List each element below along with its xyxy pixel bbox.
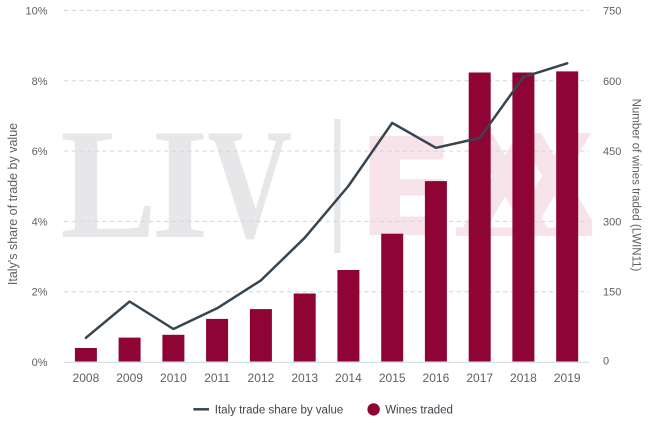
svg-text:2018: 2018 [510, 371, 537, 385]
svg-text:2019: 2019 [554, 371, 581, 385]
svg-text:6%: 6% [32, 146, 48, 158]
svg-text:Italy's share of trade by valu: Italy's share of trade by value [6, 123, 20, 285]
svg-text:600: 600 [603, 76, 621, 88]
svg-text:8%: 8% [32, 76, 48, 88]
svg-text:Italy trade share by value: Italy trade share by value [215, 404, 343, 416]
svg-text:2016: 2016 [423, 371, 450, 385]
svg-text:2010: 2010 [160, 371, 187, 385]
svg-text:V: V [207, 98, 292, 273]
svg-text:4%: 4% [32, 216, 48, 228]
svg-text:Number of wines traded (LWIN11: Number of wines traded (LWIN11) [630, 99, 642, 272]
svg-text:450: 450 [603, 146, 621, 158]
svg-text:2011: 2011 [204, 371, 230, 385]
svg-text:300: 300 [603, 216, 621, 228]
svg-text:750: 750 [603, 6, 621, 18]
svg-text:0: 0 [603, 356, 609, 368]
svg-text:2%: 2% [32, 287, 48, 299]
svg-text:150: 150 [603, 287, 621, 299]
svg-text:2014: 2014 [335, 371, 362, 385]
svg-text:2015: 2015 [379, 371, 406, 385]
svg-text:Wines traded: Wines traded [385, 404, 453, 416]
svg-text:2012: 2012 [248, 371, 275, 385]
svg-text:I: I [152, 96, 209, 271]
svg-text:L: L [60, 96, 157, 271]
svg-text:10%: 10% [25, 6, 47, 18]
svg-text:0%: 0% [32, 357, 48, 369]
svg-text:2008: 2008 [73, 371, 100, 385]
svg-text:2013: 2013 [291, 371, 318, 385]
svg-text:2009: 2009 [116, 371, 143, 385]
svg-text:2017: 2017 [466, 371, 493, 385]
